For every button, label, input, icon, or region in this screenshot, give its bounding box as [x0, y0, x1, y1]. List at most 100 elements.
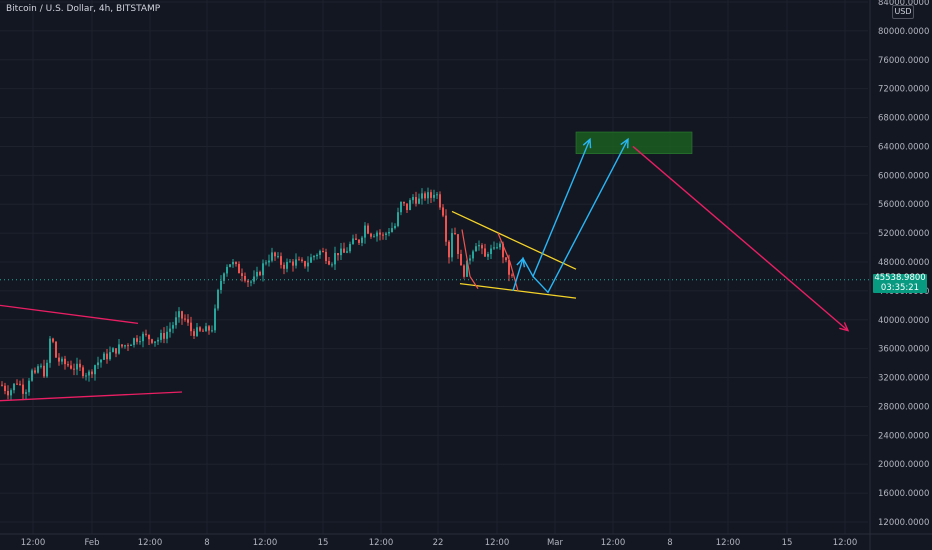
candle-body [40, 365, 42, 367]
symbol-title: Bitcoin / U.S. Dollar, 4h, BITSTAMP [6, 4, 161, 14]
x-tick-label: 8 [204, 538, 209, 548]
candle-body [103, 353, 105, 360]
candle-body [115, 348, 117, 354]
projection-path-secondary[interactable] [532, 138, 629, 294]
candle-body [169, 328, 171, 332]
candle-body [334, 253, 336, 265]
candle-body [271, 252, 273, 261]
candle-body [106, 353, 108, 360]
candle-body [85, 375, 87, 377]
candle-body [148, 334, 150, 340]
projection-path-primary[interactable] [512, 138, 591, 292]
candle-body [286, 261, 288, 269]
candle-body [181, 311, 183, 319]
candle-body [445, 215, 447, 242]
target-zone-box[interactable] [575, 131, 693, 154]
x-tick-label: 12:00 [601, 538, 626, 548]
candle-body [25, 392, 27, 394]
x-tick-label: Feb [84, 538, 99, 548]
candle-body [211, 330, 213, 332]
candle-body [37, 366, 39, 373]
candle-body [253, 276, 255, 282]
candle-body [97, 362, 99, 366]
y-tick-label: 72000.0000 [878, 85, 929, 95]
candle-body [154, 341, 156, 343]
inner-wave-line[interactable] [461, 229, 479, 290]
y-tick-label: 68000.0000 [878, 114, 929, 124]
support-trendline[interactable] [0, 391, 183, 402]
candle-body [76, 363, 78, 370]
candle-body [202, 330, 204, 332]
candle-body [229, 264, 231, 267]
candle-body [304, 261, 306, 267]
candle-body [121, 344, 123, 347]
candle-body [475, 246, 477, 252]
candle-body [235, 261, 237, 264]
candle-body [367, 225, 369, 234]
candle-body [124, 345, 126, 347]
candle-body [61, 358, 63, 362]
current-price-value: 45538.9800 [874, 273, 926, 283]
candle-body [208, 326, 210, 331]
resistance-trendline[interactable] [0, 304, 139, 325]
candle-body [460, 253, 462, 266]
candle-body [418, 198, 420, 204]
candle-body [391, 228, 393, 232]
time-axis[interactable]: 12:00 Feb 12:00 8 12:00 15 12:00 22 12:00 Mar 12:0… [0, 533, 932, 548]
y-tick-label: 40000.0000 [878, 316, 929, 326]
y-tick-label: 80000.0000 [878, 27, 929, 37]
candle-body [436, 194, 438, 196]
candle-body [193, 331, 195, 336]
candle-body [376, 232, 378, 237]
wedge-upper-line[interactable] [451, 210, 577, 270]
candle-body [355, 238, 357, 240]
candle-body [220, 280, 222, 290]
candle-body [328, 261, 330, 265]
candle-body [364, 225, 366, 238]
candle-body [301, 259, 303, 262]
candle-body [424, 193, 426, 199]
candle-body [160, 333, 162, 340]
candle-body [358, 239, 360, 243]
candle-body [64, 358, 66, 365]
candle-body [502, 243, 504, 258]
candle-body [214, 308, 216, 331]
candle-body [472, 251, 474, 259]
drop-projection-arrow[interactable] [632, 145, 849, 332]
candle-body [112, 348, 114, 353]
candle-body [469, 258, 471, 261]
candle-body [58, 357, 60, 362]
candle-body [373, 236, 375, 238]
arrow-head [516, 256, 526, 268]
y-tick-label: 56000.0000 [878, 200, 929, 210]
candle-body [22, 384, 24, 394]
candle-body [52, 338, 54, 342]
chart-drawings[interactable] [0, 131, 870, 402]
candle-body [505, 257, 507, 261]
y-tick-label: 48000.0000 [878, 258, 929, 268]
currency-unit-badge[interactable]: USD [892, 5, 914, 19]
x-tick-label: 12:00 [21, 538, 46, 548]
x-tick-label: 12:00 [138, 538, 163, 548]
y-tick-label: 36000.0000 [878, 345, 929, 355]
candle-body [250, 281, 252, 283]
y-tick-label: 12000.0000 [878, 518, 929, 528]
x-tick-label: 15 [318, 538, 329, 548]
candle-body [337, 253, 339, 256]
candle-body [484, 248, 486, 257]
candle-body [511, 274, 513, 276]
candle-body [280, 256, 282, 265]
candle-body [463, 265, 465, 277]
candle-body [457, 234, 459, 254]
x-tick-label: 12:00 [716, 538, 741, 548]
candle-body [448, 241, 450, 258]
candle-body [127, 345, 129, 347]
candle-body [232, 261, 234, 265]
candle-body [493, 247, 495, 249]
current-price-badge: 45538.9800 03:35:21 [873, 273, 927, 293]
candle-body [16, 383, 18, 385]
candle-body [46, 362, 48, 377]
candle-body [394, 225, 396, 229]
arrow-head [620, 137, 629, 149]
